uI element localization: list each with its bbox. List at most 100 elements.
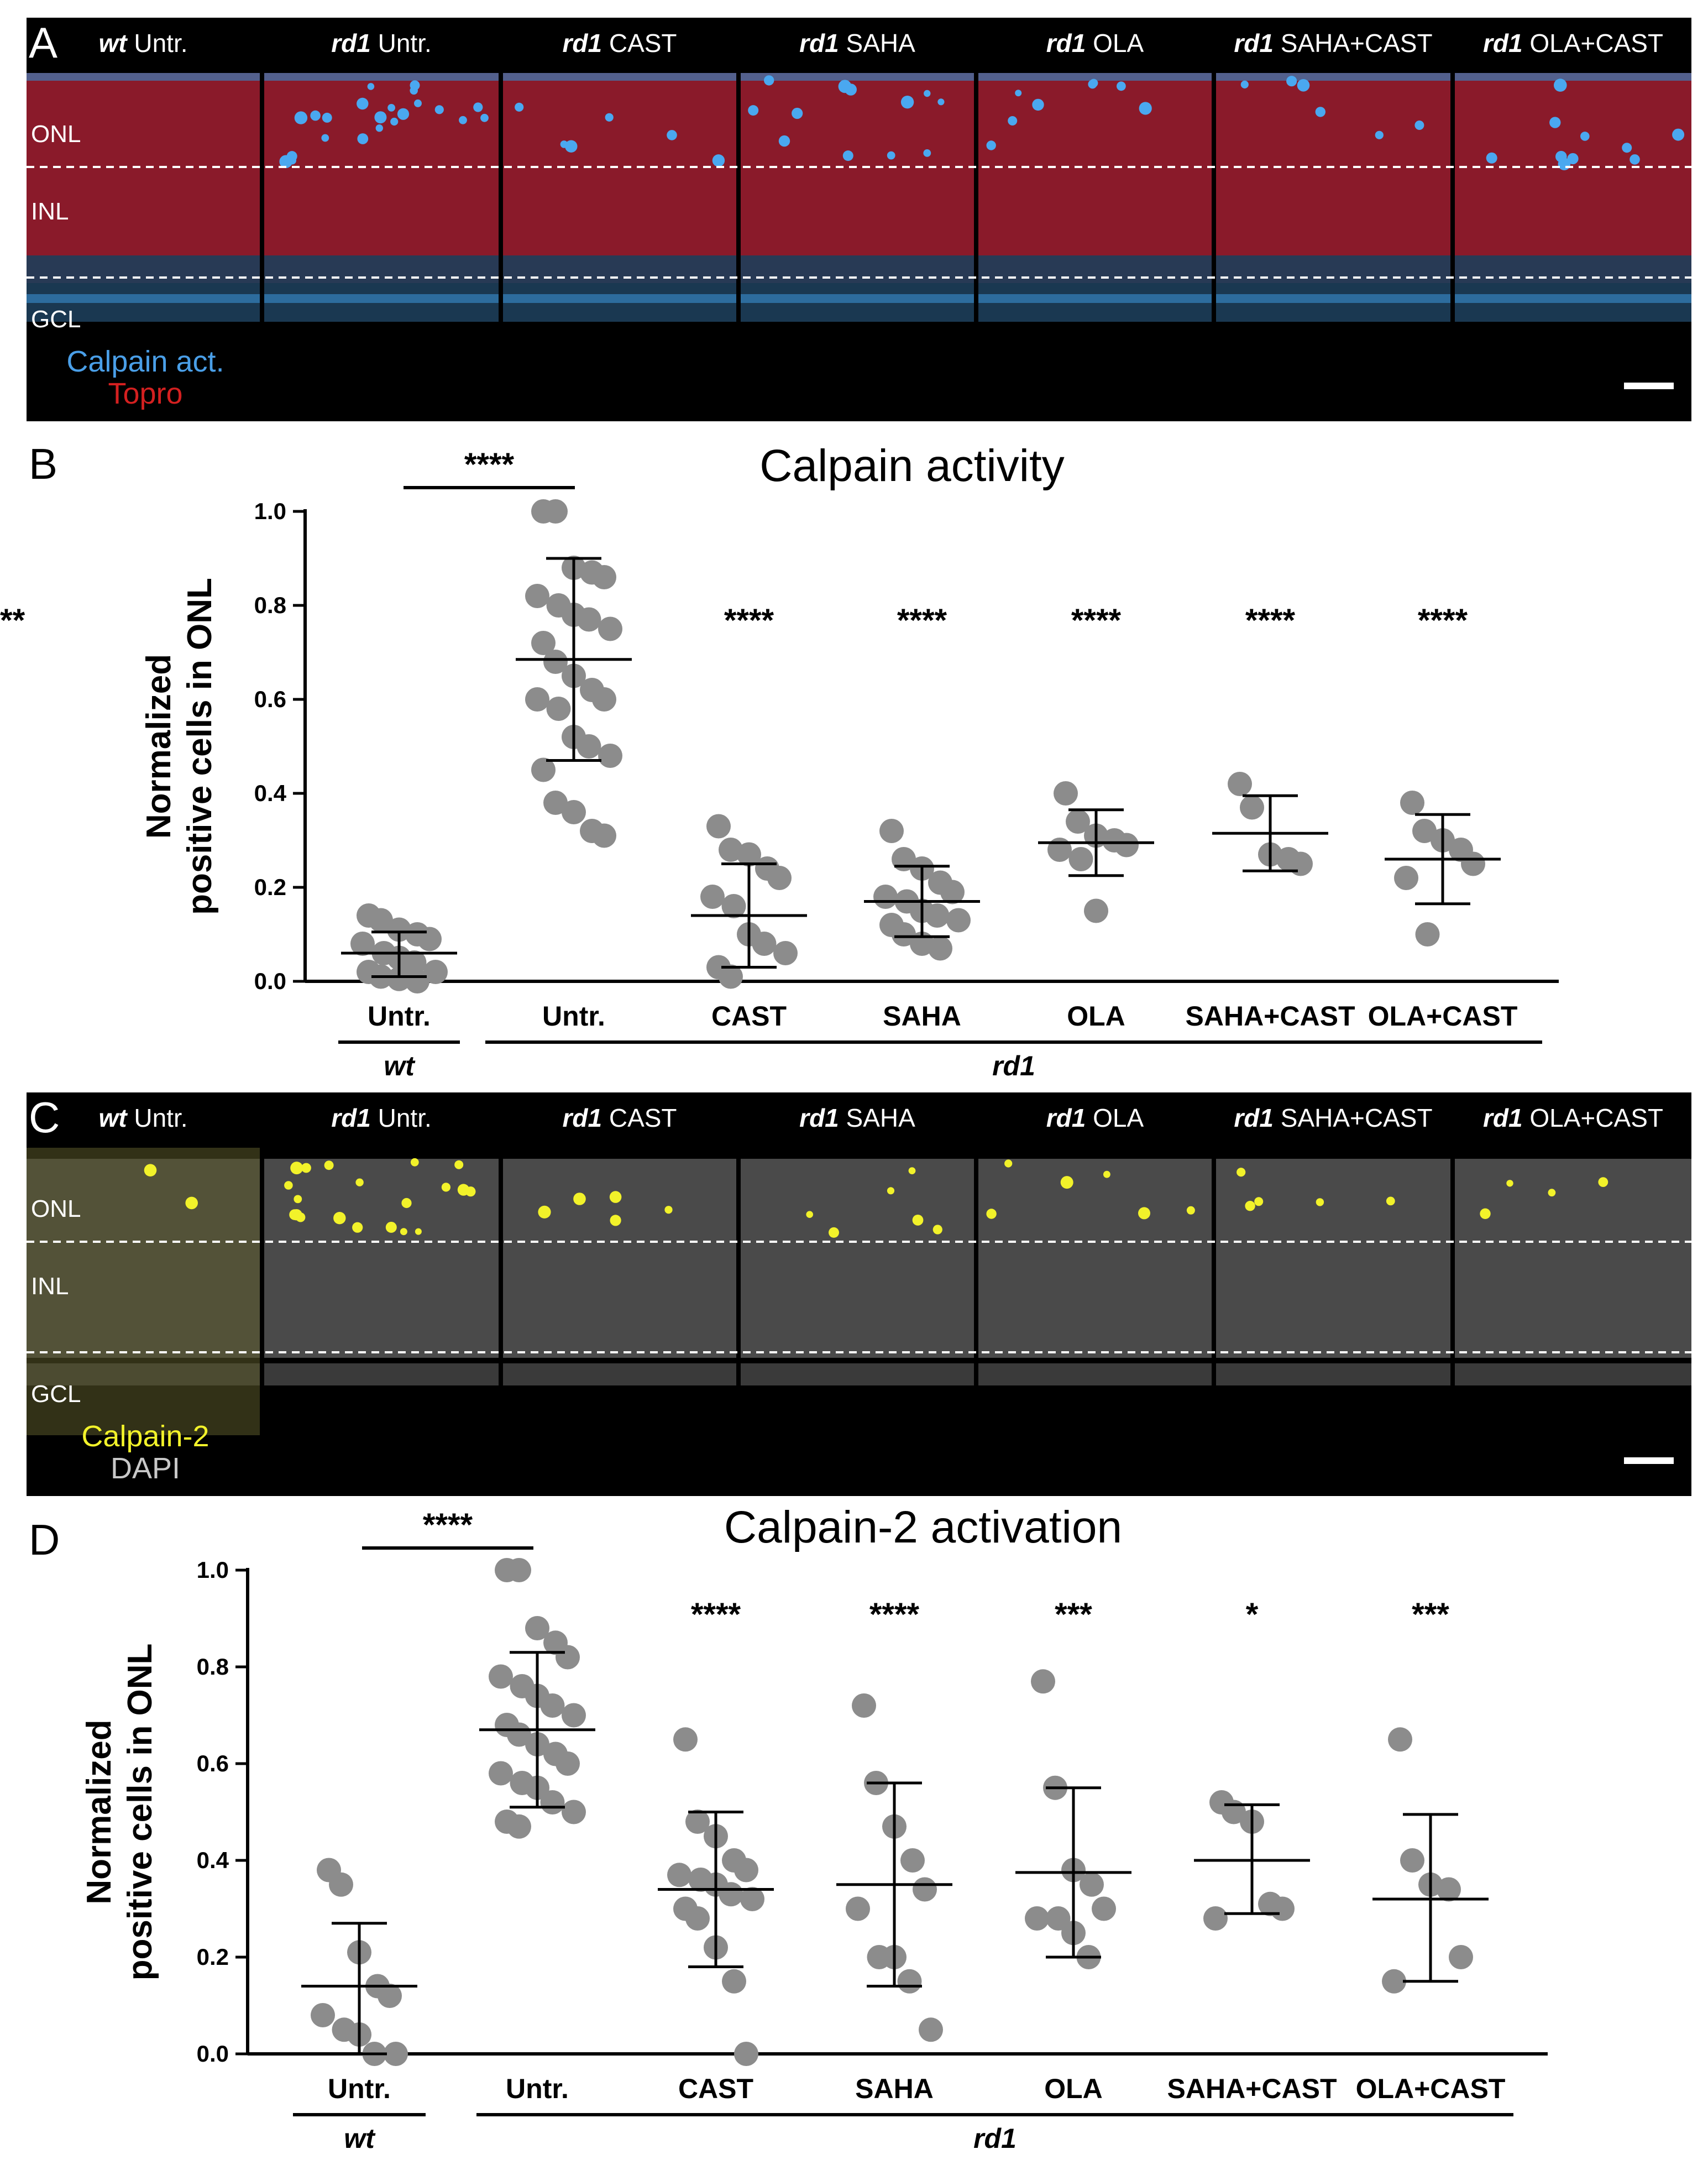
data-point <box>737 842 761 867</box>
positive-cell <box>434 105 444 114</box>
positive-cell <box>410 86 418 95</box>
strain-label: rd1 <box>1483 29 1523 57</box>
positive-cell <box>664 1206 673 1214</box>
x-tick-label: Untr. <box>542 1001 605 1032</box>
data-point <box>1114 833 1139 857</box>
tissue-edge <box>1455 73 1691 81</box>
data-point <box>1054 781 1078 806</box>
legend-1: Calpain-2 <box>81 1420 209 1453</box>
treatment-label: SAHA+CAST <box>1274 1104 1433 1132</box>
positive-cell <box>1103 1170 1110 1178</box>
data-point <box>525 1616 549 1640</box>
y-tick-label: 1.0 <box>197 1557 229 1583</box>
strain-label: rd1 <box>1234 29 1274 57</box>
gcl-band <box>27 255 260 322</box>
data-point <box>1240 795 1264 820</box>
column-header: rd1 SAHA <box>799 1104 915 1132</box>
y-axis-label-line1: Normalized <box>140 654 178 839</box>
tissue-band <box>503 73 736 283</box>
y-tick-label: 0.2 <box>197 1944 229 1970</box>
positive-cell <box>397 108 410 120</box>
x-tick-label: Untr. <box>328 2073 391 2104</box>
micro-column-1: wt Untr. <box>27 1092 260 1496</box>
layer-label-inl: INL <box>31 198 69 225</box>
positive-cell <box>415 1228 422 1235</box>
positive-cell <box>1386 1196 1395 1206</box>
data-point <box>1203 1906 1228 1931</box>
positive-cell <box>473 102 483 112</box>
data-point <box>531 757 556 782</box>
positive-cell <box>667 130 677 140</box>
group-3 <box>691 814 807 989</box>
data-point <box>562 800 586 824</box>
significance-bracket-label: **** <box>423 1509 473 1543</box>
layer-label-inl: INL <box>31 1273 69 1300</box>
significance-label: **** <box>0 603 25 639</box>
data-point <box>846 1896 870 1921</box>
data-point <box>1066 809 1090 834</box>
gcl-band <box>264 1363 499 1385</box>
data-point <box>740 1887 764 1911</box>
data-point <box>773 941 798 965</box>
data-point <box>1400 1848 1424 1873</box>
y-tick-label: 0.8 <box>197 1654 229 1680</box>
positive-cell <box>1580 132 1590 141</box>
micro-column-3: rd1 CAST <box>503 1092 736 1496</box>
significance-label: *** <box>1412 1597 1449 1633</box>
data-point <box>1046 1906 1071 1931</box>
data-point <box>767 866 792 890</box>
y-axis-label-line2: positive cells in ONL <box>181 578 219 915</box>
x-tick-label: SAHA+CAST <box>1186 1001 1355 1032</box>
column-header: wt Untr. <box>98 1104 187 1132</box>
data-point <box>489 1664 513 1689</box>
data-point <box>852 1693 876 1718</box>
gcl-band <box>1216 255 1450 322</box>
x-tick-label: SAHA <box>883 1001 961 1032</box>
data-point <box>1415 922 1440 946</box>
data-point <box>423 960 448 984</box>
positive-cell <box>1486 152 1497 164</box>
data-point <box>369 908 393 933</box>
positive-cell <box>829 1227 839 1238</box>
tissue-band <box>741 73 974 283</box>
group-label-wt: wt <box>344 2123 376 2154</box>
significance-label: **** <box>691 1597 741 1633</box>
y-tick-label: 0.0 <box>254 968 286 994</box>
data-point <box>546 697 571 721</box>
positive-cell <box>573 1193 586 1205</box>
y-tick-label: 0.4 <box>254 780 287 806</box>
data-point <box>722 1969 746 1994</box>
positive-cell <box>923 149 931 157</box>
micro-column-3: rd1 CAST <box>503 18 736 421</box>
tissue-band <box>741 1159 974 1358</box>
data-point <box>1400 791 1424 815</box>
gcl-edge <box>741 294 974 303</box>
column-header: rd1 OLA+CAST <box>1483 1104 1663 1132</box>
positive-cell <box>1480 1208 1491 1219</box>
positive-cell <box>806 1211 813 1218</box>
gcl-edge <box>978 294 1212 303</box>
chart-b-svg: Calpain activity 0.0 0.2 0.4 0.6 0.8 1.0 Normal… <box>0 441 1559 1078</box>
x-tick-label: OLA+CAST <box>1356 2073 1506 2104</box>
data-point <box>592 565 616 589</box>
treatment-label: OLA+CAST <box>1523 1104 1663 1132</box>
tissue-band <box>1455 1159 1691 1358</box>
column-header: rd1 OLA <box>1046 1104 1144 1132</box>
data-point <box>543 499 568 524</box>
strain-label: rd1 <box>331 29 371 57</box>
positive-cell <box>1598 1177 1609 1187</box>
positive-cell <box>924 90 931 97</box>
strain-label: wt <box>98 29 128 57</box>
x-tick-label: SAHA+CAST <box>1167 2073 1337 2104</box>
positive-cell <box>357 133 369 144</box>
data-point <box>1031 1669 1055 1694</box>
positive-cell <box>1630 154 1640 165</box>
positive-cell <box>1286 76 1297 87</box>
group-1 <box>341 903 457 993</box>
positive-cell <box>1567 153 1579 165</box>
positive-cell <box>390 117 399 126</box>
positive-cell <box>144 1164 157 1176</box>
data-point <box>719 1882 743 1907</box>
positive-cell <box>609 1191 622 1203</box>
treatment-label: Untr. <box>127 29 188 57</box>
